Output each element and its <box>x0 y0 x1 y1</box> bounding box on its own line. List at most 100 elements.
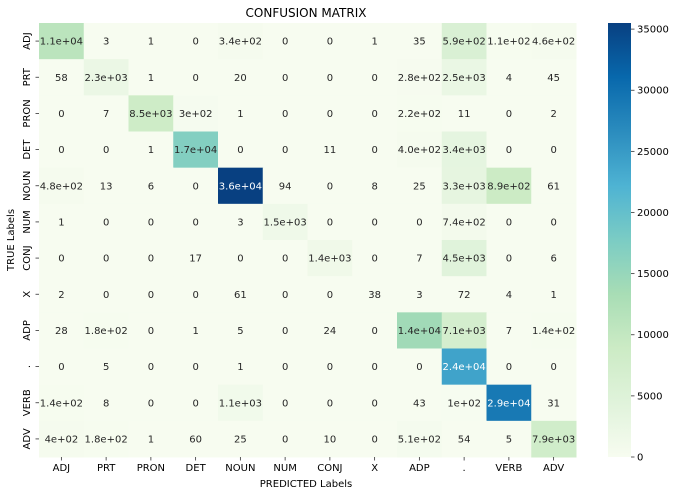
heatmap-cell <box>397 420 443 458</box>
heatmap-cell <box>262 240 308 277</box>
cell-label: 0 <box>103 290 109 301</box>
x-tick-label: . <box>463 463 466 474</box>
y-tick-label: PRON <box>22 99 33 127</box>
heatmap-cell <box>441 276 487 313</box>
heatmap-cell <box>352 203 398 241</box>
cell-label: 2.4e+04 <box>443 362 486 373</box>
heatmap-cell <box>218 59 264 96</box>
cell-label: 1.4e+03 <box>308 254 351 265</box>
cell-label: 1.7e+04 <box>174 145 217 156</box>
heatmap-cell <box>83 348 129 386</box>
heatmap-cell <box>262 131 308 169</box>
y-axis-label: TRUE Labels <box>6 209 17 272</box>
heatmap-cell <box>39 276 85 313</box>
heatmap-cell <box>486 203 532 241</box>
cell-label: 0 <box>550 217 556 228</box>
x-tick-label: NOUN <box>225 463 255 474</box>
heatmap-cell <box>352 384 398 422</box>
cell-label: 1.1e+02 <box>487 37 530 48</box>
cell-label: 0 <box>282 326 288 337</box>
heatmap-cell <box>262 203 308 241</box>
x-tick-label: CONJ <box>317 463 342 474</box>
cell-label: 0 <box>327 290 333 301</box>
heatmap-cell <box>218 167 264 205</box>
heatmap-cell <box>83 420 129 458</box>
cell-label: 7 <box>103 109 109 120</box>
y-tick-label: ADV <box>22 428 33 449</box>
cell-label: 3.3e+03 <box>443 181 486 192</box>
cell-label: 0 <box>282 290 288 301</box>
cell-label: 4e+02 <box>45 434 79 445</box>
heatmap-cell <box>218 420 264 458</box>
heatmap-cell <box>307 276 353 313</box>
cell-label: 7 <box>506 326 512 337</box>
heatmap-cell <box>218 276 264 313</box>
heatmap-cell <box>262 167 308 205</box>
heatmap-cell <box>218 240 264 277</box>
cell-label: 1.1e+04 <box>40 37 83 48</box>
heatmap-cell <box>441 203 487 241</box>
cell-label: 2 <box>58 290 64 301</box>
heatmap-cell <box>39 167 85 205</box>
cell-label: 38 <box>368 290 381 301</box>
y-tick-label: X <box>22 291 33 298</box>
heatmap-cell <box>531 95 577 132</box>
colorbar <box>608 23 631 457</box>
heatmap-cell <box>307 203 353 241</box>
heatmap-cell <box>218 131 264 169</box>
heatmap-cell <box>441 95 487 132</box>
cell-label: 2.8e+02 <box>398 73 441 84</box>
heatmap-cell <box>352 131 398 169</box>
cell-label: 13 <box>100 181 113 192</box>
cell-label: 20 <box>234 73 247 84</box>
cell-label: 0 <box>148 290 154 301</box>
heatmap-cell <box>262 312 308 349</box>
cell-label: 2.5e+03 <box>443 73 486 84</box>
cell-label: 1 <box>148 145 154 156</box>
heatmap-cell <box>531 240 577 277</box>
colorbar-tick-label: 10000 <box>637 330 669 341</box>
heatmap-cell <box>441 23 487 60</box>
cell-label: 0 <box>103 145 109 156</box>
cell-label: 1 <box>192 326 198 337</box>
heatmap-cell <box>352 59 398 96</box>
heatmap-cell <box>397 23 443 60</box>
cell-label: 1 <box>148 73 154 84</box>
heatmap-cell <box>441 420 487 458</box>
colorbar-ticks: 0 5000 10000 15000 20000 25000 30000 35000 <box>631 25 669 464</box>
cell-label: 3 <box>416 290 422 301</box>
heatmap-cell <box>397 167 443 205</box>
heatmap-cell <box>352 420 398 458</box>
heatmap-cell <box>307 348 353 386</box>
cell-label: 1.1e+03 <box>219 398 262 409</box>
heatmap-cell <box>531 59 577 96</box>
x-tick-label: VERB <box>495 463 522 474</box>
x-axis-label: PREDICTED Labels <box>260 479 352 490</box>
heatmap-cell <box>531 348 577 386</box>
heatmap-cell <box>39 59 85 96</box>
cell-label: 43 <box>413 398 426 409</box>
cell-label: 1.4e+02 <box>40 398 83 409</box>
cell-label: 0 <box>282 434 288 445</box>
cell-label: 6 <box>550 254 556 265</box>
heatmap-cell <box>441 240 487 277</box>
heatmap-cell <box>173 59 219 96</box>
cell-label: 2.3e+03 <box>85 73 128 84</box>
heatmap-cell <box>307 384 353 422</box>
cell-label: 31 <box>547 398 560 409</box>
cell-label: 0 <box>282 398 288 409</box>
cell-label: 1 <box>237 362 243 373</box>
heatmap-cell <box>173 240 219 277</box>
cell-label: 8 <box>371 181 377 192</box>
cell-label: 1.8e+02 <box>85 326 128 337</box>
cell-label: 0 <box>58 362 64 373</box>
heatmap-cell <box>441 384 487 422</box>
heatmap-cell <box>83 312 129 349</box>
x-tick-label: ADJ <box>53 463 71 474</box>
cell-label: 0 <box>371 217 377 228</box>
cell-label: 0 <box>550 145 556 156</box>
cell-label: 0 <box>148 362 154 373</box>
heatmap-cell <box>397 59 443 96</box>
cell-label: 3 <box>237 217 243 228</box>
